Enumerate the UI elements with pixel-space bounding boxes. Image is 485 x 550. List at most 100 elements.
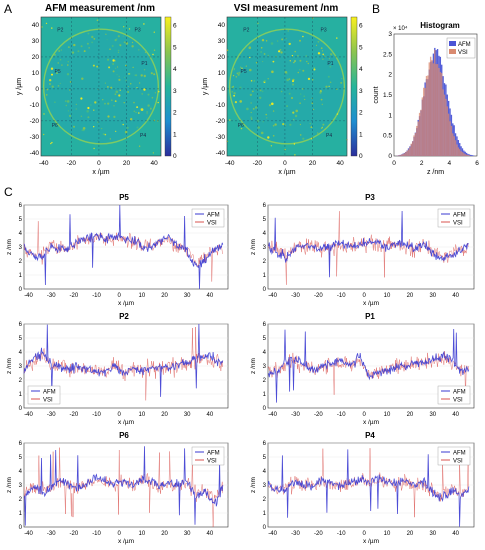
histogram-bar-vsi bbox=[413, 135, 415, 156]
map-speck bbox=[263, 53, 266, 55]
map-speck bbox=[238, 71, 241, 75]
map-speck bbox=[41, 26, 43, 28]
map-speck bbox=[286, 73, 288, 75]
profile-x-tick: 0 bbox=[362, 412, 366, 418]
map-speck bbox=[116, 38, 118, 40]
histogram-bar-vsi bbox=[406, 150, 408, 156]
map-speck bbox=[113, 115, 116, 118]
profile-legend-label: VSI bbox=[207, 459, 217, 465]
map-speck bbox=[271, 70, 274, 74]
map-speck bbox=[67, 60, 70, 63]
map-speck bbox=[313, 108, 315, 110]
p1-title: P1 bbox=[365, 312, 375, 321]
map-speck bbox=[67, 110, 70, 112]
map-speck bbox=[93, 126, 95, 128]
map-speck bbox=[133, 101, 135, 104]
chart-afm-map: AFM measurement /nm P1 P2 P3 P4 P5 P6 -40 -20 0 2… bbox=[16, 3, 177, 176]
profile-series-afm bbox=[267, 328, 470, 403]
map-y-tick: -30 bbox=[30, 134, 40, 141]
profile-y-tick: 3 bbox=[19, 483, 23, 489]
profile-y-tick: 6 bbox=[263, 322, 267, 328]
profile-x-label: x /µm bbox=[363, 300, 379, 307]
map-speck bbox=[88, 47, 90, 49]
map-speck bbox=[67, 64, 69, 66]
map-speck bbox=[240, 127, 243, 130]
profile-x-tick: 0 bbox=[118, 293, 122, 299]
map-x-tick: 0 bbox=[283, 160, 287, 167]
map-speck bbox=[321, 126, 323, 128]
map-speck bbox=[309, 122, 311, 125]
map-disk bbox=[42, 28, 160, 145]
profile-x-tick: -30 bbox=[291, 412, 300, 418]
map-speck bbox=[336, 113, 339, 115]
profile-y-label: z /nm bbox=[6, 477, 13, 493]
map-speck bbox=[115, 130, 117, 132]
profile-y-tick: 1 bbox=[263, 392, 267, 398]
profile-x-tick: -30 bbox=[47, 412, 56, 418]
histogram-bar-vsi bbox=[407, 149, 410, 156]
map-y-tick: 20 bbox=[32, 54, 40, 61]
map-speck bbox=[260, 47, 263, 49]
map-speck bbox=[262, 121, 264, 123]
map-speck bbox=[54, 101, 56, 103]
histogram-y-tick: 0 bbox=[388, 153, 392, 160]
map-speck bbox=[329, 65, 332, 68]
profile-y-tick: 0 bbox=[263, 406, 267, 412]
map-speck bbox=[239, 100, 242, 103]
histogram-bar-vsi bbox=[441, 73, 443, 156]
map-speck bbox=[51, 73, 53, 76]
map-speck bbox=[104, 133, 107, 136]
map-speck bbox=[138, 145, 141, 147]
map-x-tick: 40 bbox=[150, 160, 158, 167]
map-speck bbox=[81, 77, 84, 80]
histogram-y-tick: 0.5 bbox=[383, 133, 392, 140]
map-speck bbox=[73, 43, 76, 47]
profile-x-tick: 0 bbox=[362, 293, 366, 299]
histogram-bar-vsi bbox=[420, 109, 422, 156]
map-speck bbox=[324, 55, 326, 57]
profile-y-tick: 3 bbox=[19, 364, 23, 370]
map-speck bbox=[138, 49, 140, 51]
map-speck bbox=[310, 138, 313, 140]
map-colorbar-tick: 0 bbox=[173, 153, 177, 160]
map-speck bbox=[302, 137, 305, 140]
profile-series-vsi bbox=[23, 221, 224, 282]
histogram-bar-vsi bbox=[459, 149, 461, 156]
map-speck bbox=[66, 73, 70, 76]
histogram-legend-label: AFM bbox=[458, 42, 471, 48]
map-speck bbox=[146, 113, 148, 115]
map-region-label: P3 bbox=[320, 27, 326, 33]
map-colorbar-tick: 4 bbox=[359, 66, 363, 73]
map-speck bbox=[306, 60, 308, 63]
map-speck bbox=[118, 78, 121, 81]
histogram-bar-vsi bbox=[414, 132, 417, 156]
histogram-y-tick: 2.5 bbox=[383, 51, 392, 58]
map-speck bbox=[263, 79, 266, 82]
map-speck bbox=[45, 22, 48, 25]
histogram-x-tick: 2 bbox=[420, 160, 424, 167]
profile-x-tick: -10 bbox=[92, 293, 101, 299]
profile-x-tick: 40 bbox=[452, 531, 459, 537]
profile-x-tick: -10 bbox=[337, 293, 346, 299]
p2-title: P2 bbox=[119, 312, 129, 321]
profile-x-tick: -20 bbox=[314, 531, 323, 537]
histogram-y-tick: 3 bbox=[388, 31, 392, 38]
map-speck bbox=[131, 41, 134, 44]
histogram-bar-vsi bbox=[432, 63, 435, 156]
histogram-bar-vsi bbox=[457, 147, 460, 156]
map-speck bbox=[310, 126, 313, 129]
profile-y-tick: 2 bbox=[19, 497, 23, 503]
profile-x-tick: -10 bbox=[337, 531, 346, 537]
histogram-title: Histogram bbox=[420, 21, 460, 30]
profile-x-tick: -30 bbox=[291, 531, 300, 537]
map-colorbar-tick: 3 bbox=[173, 88, 177, 95]
map-speck bbox=[302, 35, 304, 38]
map-speck bbox=[340, 81, 343, 84]
histogram-x-label: z /nm bbox=[427, 169, 444, 176]
map-speck bbox=[58, 50, 61, 52]
histogram-bar-vsi bbox=[463, 153, 465, 156]
histogram-bar-vsi bbox=[417, 121, 419, 156]
histogram-bar-afm bbox=[460, 146, 462, 156]
map-x-tick: -20 bbox=[253, 160, 263, 167]
